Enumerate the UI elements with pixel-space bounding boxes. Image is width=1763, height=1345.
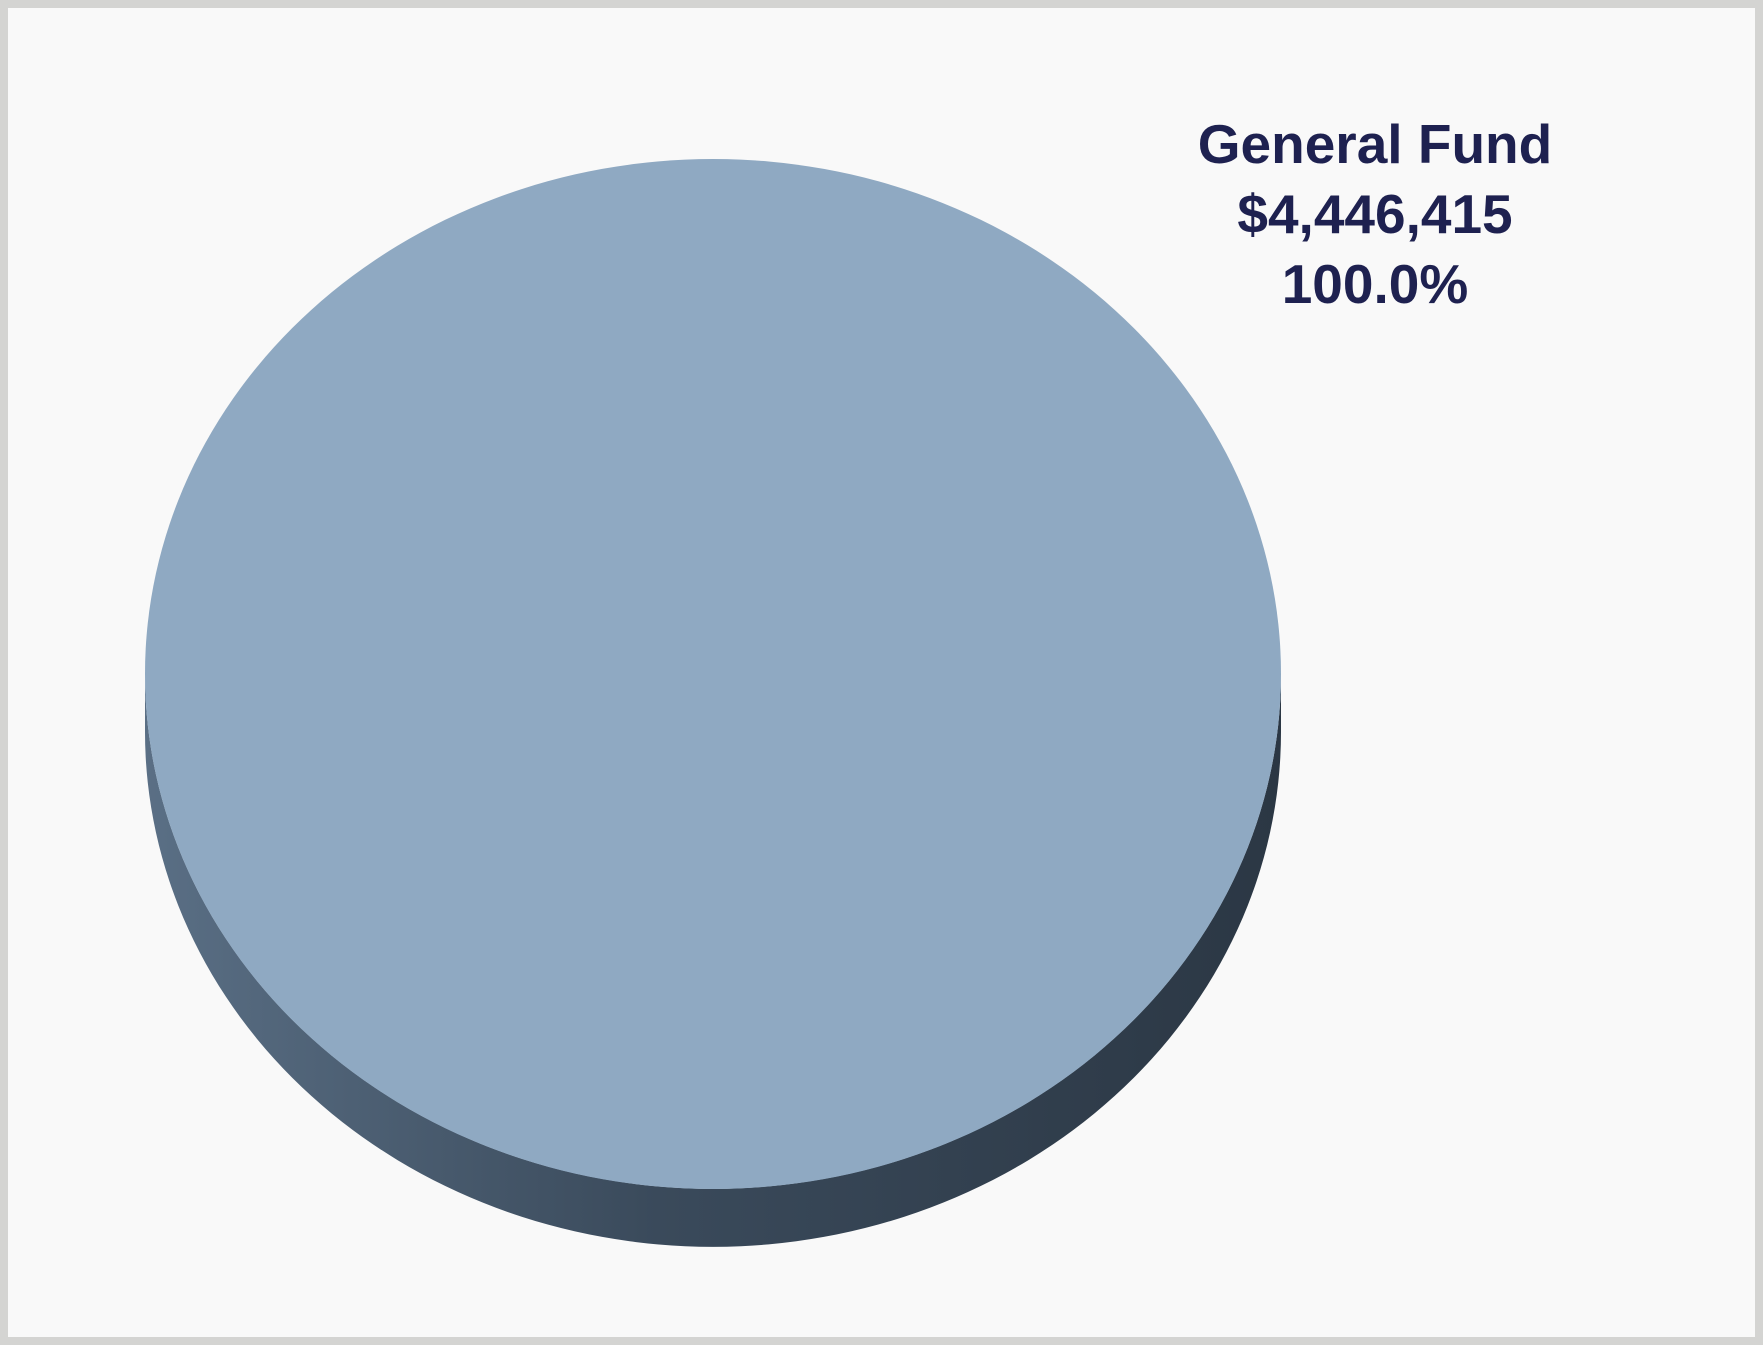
pie-slice-general-fund <box>145 159 1281 1189</box>
slice-label-value: $4,446,415 <box>1237 183 1512 245</box>
slice-label-name: General Fund <box>1198 113 1553 175</box>
chart-frame: General Fund $4,446,415 100.0% <box>8 8 1755 1337</box>
pie-group <box>145 159 1281 1247</box>
slice-label-percent: 100.0% <box>1282 253 1469 315</box>
pie-chart: General Fund $4,446,415 100.0% <box>145 113 1553 1247</box>
slice-label-group: General Fund $4,446,415 100.0% <box>1198 113 1553 315</box>
